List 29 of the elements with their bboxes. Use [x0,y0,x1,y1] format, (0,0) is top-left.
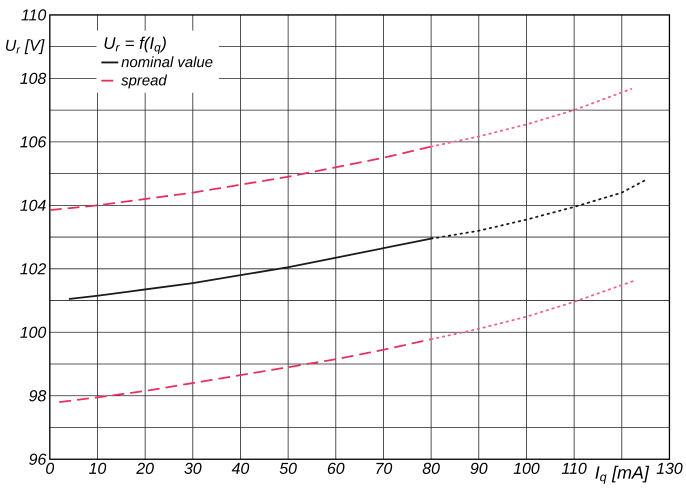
x-tick-label: 110 [562,462,587,474]
y-tick-label: 98 [29,390,46,402]
y-tick-label: 100 [20,326,46,338]
y-tick-label: 104 [20,200,46,211]
x-tick-label: 50 [280,462,297,474]
x-tick-label: 80 [422,462,440,474]
x-tick-label: 10 [89,462,106,474]
x-tick-label: 70 [376,462,392,474]
x-tick-label: 100 [514,462,540,474]
x-tick-label: 90 [470,462,488,474]
x-tick-label: 130 [656,462,683,474]
x-axis-title: I$_{q}$ [mA] [595,466,650,484]
x-tick-label: 30 [184,462,202,474]
y-tick-label: 106 [20,136,46,148]
line-series [430,280,635,340]
x-tick-label: 60 [328,462,344,474]
line-series [50,146,432,211]
y-tick-label: 102 [20,263,46,274]
x-tick-label: 0 [46,462,54,474]
x-tick-label: 40 [232,462,250,474]
legend-label: spread [121,74,168,88]
y-tick-label: 110 [21,9,46,21]
line-series [430,88,632,148]
x-tick-label: 20 [136,462,154,474]
legend-title: U$_{r}$ = f(I$_{q}$) [104,36,166,54]
y-axis-title: U$_{r}$ [V] [6,39,45,54]
y-tick-label: 96 [29,454,46,465]
y-tick-label: 108 [20,72,46,84]
legend-label: nominal value [121,56,212,68]
